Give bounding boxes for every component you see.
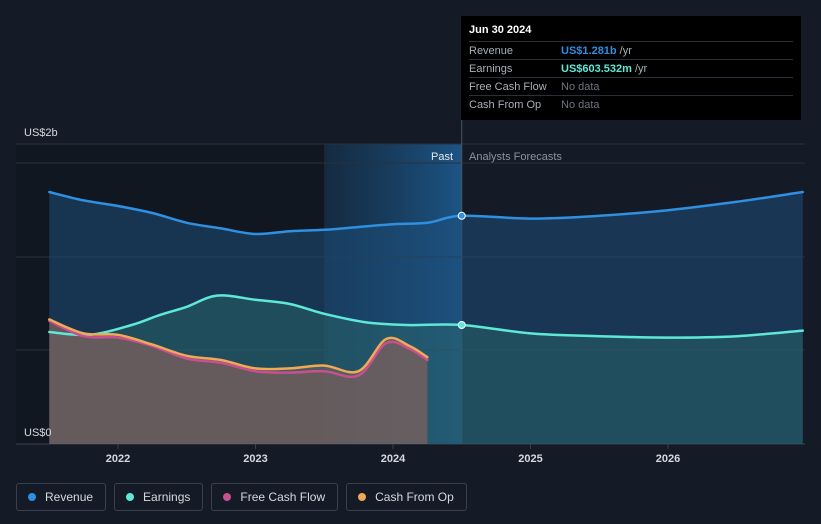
legend-item-cash-from-op[interactable]: Cash From Op	[346, 483, 467, 511]
x-tick-label: 2024	[381, 453, 406, 465]
tooltip-value: No data	[561, 98, 600, 111]
x-tick-label: 2022	[106, 453, 130, 465]
area-free-cash-flow	[49, 320, 428, 444]
past-label: Past	[431, 151, 453, 163]
tooltip-unit: /yr	[634, 62, 648, 75]
line-cash-from-op	[48, 318, 429, 374]
tooltip-row-free-cash-flow: Free Cash Flow No data	[469, 77, 793, 95]
forecast-label: Analysts Forecasts	[469, 151, 562, 163]
tooltip-row-cash-from-op: Cash From Op No data	[469, 95, 793, 113]
legend-item-earnings[interactable]: Earnings	[114, 483, 204, 511]
x-tick-label: 2025	[518, 453, 542, 465]
area-cash-from-op	[49, 319, 428, 444]
tooltip-row-revenue: Revenue US$1.281b /yr	[469, 41, 793, 59]
tooltip-value: No data	[561, 80, 600, 93]
x-tick-label: 2026	[656, 453, 680, 465]
chart-legend: Revenue Earnings Free Cash Flow Cash Fro…	[16, 483, 467, 511]
tooltip-label: Free Cash Flow	[469, 80, 547, 93]
y-axis-top-label: US$2b	[24, 127, 58, 139]
legend-dot-icon	[126, 493, 135, 501]
tooltip-value: US$603.532m	[561, 62, 632, 75]
legend-label: Free Cash Flow	[240, 490, 326, 504]
legend-dot-icon	[358, 493, 367, 501]
legend-label: Revenue	[45, 490, 94, 504]
line-revenue	[48, 190, 805, 236]
tooltip-unit: /yr	[619, 44, 632, 57]
tooltip-label: Earnings	[469, 62, 513, 75]
marker-earnings	[457, 321, 466, 329]
x-tick-label: 2023	[243, 453, 267, 465]
legend-dot-icon	[223, 493, 232, 501]
legend-dot-icon	[28, 493, 36, 501]
tooltip-label: Cash From Op	[469, 98, 542, 111]
tooltip-row-earnings: Earnings US$603.532m /yr	[469, 59, 793, 77]
legend-item-free-cash-flow[interactable]: Free Cash Flow	[211, 483, 339, 511]
legend-item-revenue[interactable]: Revenue	[16, 483, 107, 511]
legend-label: Cash From Op	[375, 490, 454, 504]
line-free-cash-flow	[48, 319, 429, 379]
tooltip-value: US$1.281b	[561, 44, 617, 57]
tooltip-date: Jun 30 2024	[469, 24, 532, 36]
y-axis-bottom-label: US$0	[24, 427, 52, 439]
legend-label: Earnings	[143, 490, 191, 504]
marker-revenue	[457, 211, 466, 220]
line-earnings	[48, 294, 805, 339]
tooltip-label: Revenue	[469, 44, 514, 57]
data-tooltip: Jun 30 2024 Revenue US$1.281b /yr Earnin…	[461, 16, 801, 120]
